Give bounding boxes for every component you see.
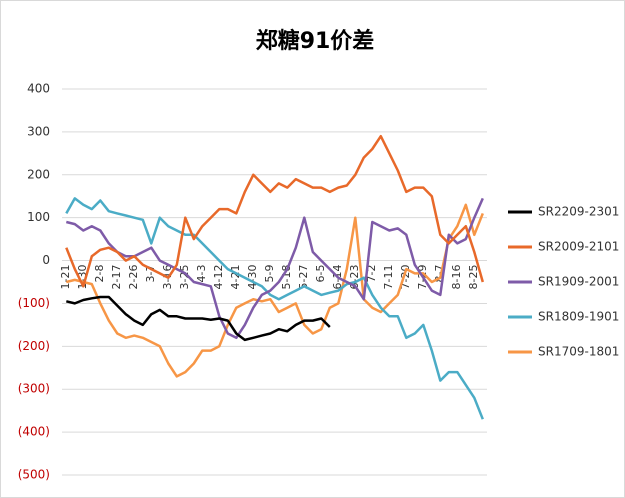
x-tick-label: 2-17 — [110, 265, 123, 290]
x-tick-label: 4-21 — [229, 265, 242, 290]
legend-label: SR1809-1901 — [538, 310, 619, 324]
legend-label: SR1709-1801 — [538, 345, 619, 359]
series-line — [66, 203, 484, 378]
legend-label: SR2009-2101 — [538, 240, 619, 254]
x-tick-label: 7-2 — [365, 265, 378, 283]
x-tick-label: 5-27 — [297, 265, 310, 290]
y-tick-label: (300) — [18, 382, 50, 396]
series-line — [66, 295, 331, 342]
x-tick-label: 3-7 — [144, 265, 157, 283]
y-tick-label: 200 — [27, 167, 50, 181]
y-tick-label: 0 — [42, 253, 50, 267]
x-tick-label: 1-21 — [59, 265, 72, 290]
y-tick-label: (100) — [18, 296, 50, 310]
x-tick-label: 4-3 — [195, 265, 208, 283]
series-line — [66, 197, 484, 340]
y-tick-label: (400) — [18, 425, 50, 439]
x-tick-label: 7-11 — [382, 265, 395, 290]
x-tick-label: 5-9 — [263, 265, 276, 283]
x-tick-label: 8-25 — [467, 265, 480, 290]
legend-label: SR1909-2001 — [538, 275, 619, 289]
x-tick-label: 6-5 — [314, 265, 327, 283]
x-tick-label: 2-26 — [127, 265, 140, 290]
x-tick-label: 4-12 — [212, 265, 225, 290]
y-tick-label: 300 — [27, 124, 50, 138]
y-tick-label: (200) — [18, 339, 50, 353]
y-tick-label: (500) — [18, 468, 50, 482]
x-tick-label: 5-18 — [280, 265, 293, 290]
x-tick-label: 8-16 — [450, 265, 463, 290]
chart-title: 郑糖91价差 — [256, 28, 375, 54]
y-tick-label: 400 — [27, 82, 50, 96]
y-tick-label: 100 — [27, 210, 50, 224]
x-tick-label: 4-30 — [246, 265, 259, 290]
legend-label: SR2209-2301 — [538, 205, 619, 219]
series-line — [65, 134, 485, 288]
series-line — [65, 197, 484, 420]
x-tick-label: 2-8 — [93, 265, 106, 283]
